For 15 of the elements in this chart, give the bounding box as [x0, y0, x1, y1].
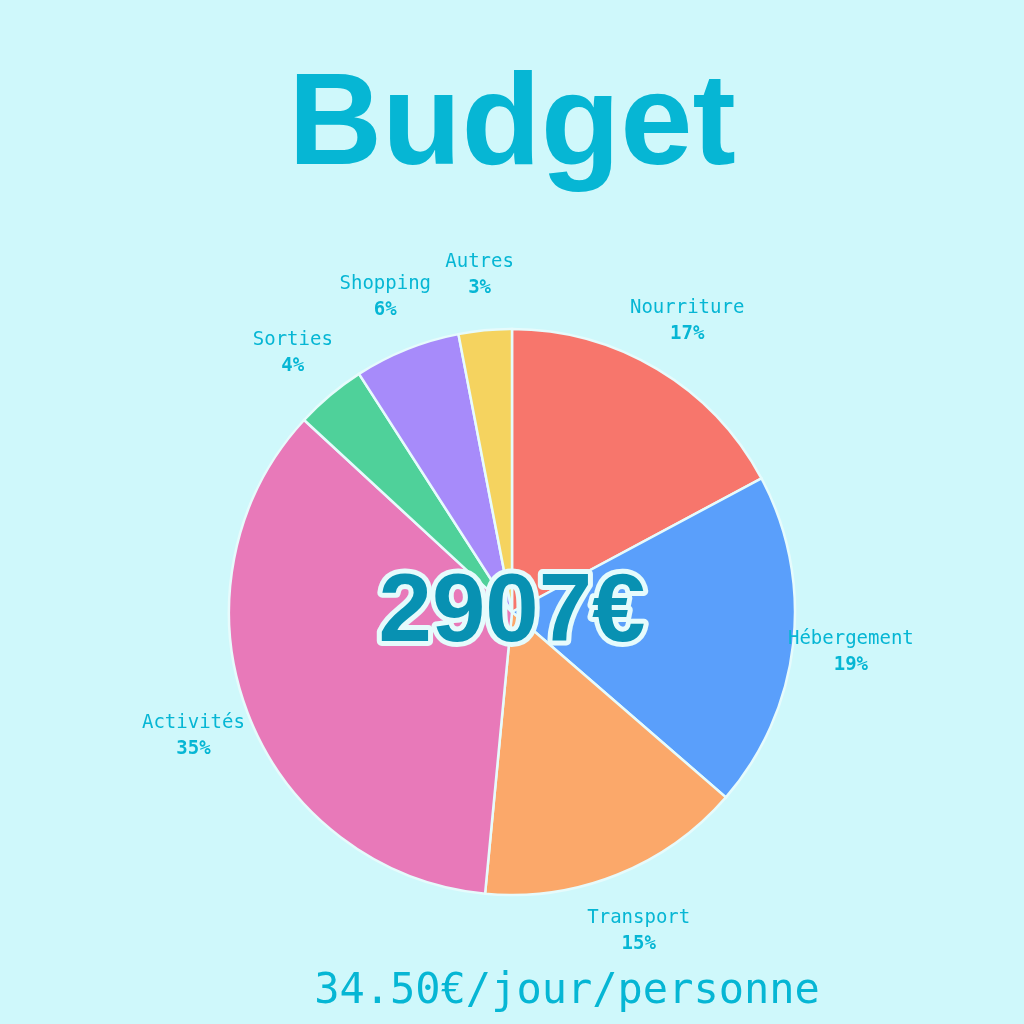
text: 34.50€/jour/personne: [314, 964, 820, 1013]
data-label: 35%: [176, 735, 212, 758]
slice-label: Autres: [445, 248, 514, 271]
chart-title: Budget: [288, 46, 736, 192]
data-label: 3%: [468, 274, 492, 297]
data-label: 19%: [833, 651, 869, 674]
slice-label: Sorties: [252, 326, 333, 349]
data-label: 4%: [281, 352, 305, 375]
slice-label: Activités: [141, 709, 245, 732]
data-label: 17%: [670, 321, 705, 344]
data-label: 6%: [373, 297, 398, 320]
slice-label: Transport: [587, 904, 691, 927]
slice-label: Shopping: [339, 271, 432, 294]
data-label: 15%: [621, 930, 657, 953]
slice-label: Nourriture: [629, 295, 745, 318]
